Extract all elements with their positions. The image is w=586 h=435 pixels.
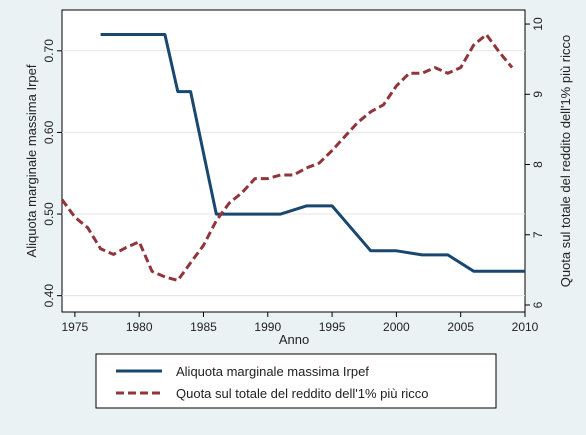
legend-label-quota: Quota sul totale del reddito dell'1% più… xyxy=(176,386,429,401)
x-tick-label-6: 2005 xyxy=(447,320,474,334)
plot-frame xyxy=(61,9,526,313)
y-tick-label-left-3: 0.70 xyxy=(42,39,56,63)
series-line-quota xyxy=(60,33,514,282)
legend-label-aliquota: Aliquota marginale massima Irpef xyxy=(176,364,369,379)
y-tick-label-left-0: 0.40 xyxy=(42,284,56,308)
x-tick-label-5: 2000 xyxy=(383,320,410,334)
y-tick-label-right-4: 10 xyxy=(531,17,545,31)
series-lines xyxy=(60,33,525,282)
x-tick-label-0: 1975 xyxy=(62,320,89,334)
y-tick-label-left-2: 0.60 xyxy=(42,120,56,144)
legend-box xyxy=(95,353,497,409)
x-tick-label-1: 1980 xyxy=(126,320,153,334)
y-axis-title-left: Aliquota marginale massima Irpef xyxy=(24,64,39,257)
x-tick-label-7: 2010 xyxy=(512,320,539,334)
y-tick-label-right-1: 7 xyxy=(531,231,545,238)
y-tick-label-right-2: 8 xyxy=(531,161,545,168)
x-tick-label-2: 1985 xyxy=(190,320,217,334)
y-axis-title-right: Quota sul totale del reddito dell'1% più… xyxy=(558,35,573,288)
y-tick-label-left-1: 0.50 xyxy=(42,202,56,226)
y-tick-label-right-3: 9 xyxy=(531,91,545,98)
x-tick-label-3: 1990 xyxy=(254,320,281,334)
y-tick-label-right-0: 6 xyxy=(531,301,545,308)
axes: 0.40 0.50 0.60 0.70 6 7 8 9 10 1975 1980 1985 1990 19… xyxy=(42,17,545,334)
series-line-aliquota xyxy=(100,33,525,273)
x-axis-title: Anno xyxy=(279,332,309,347)
x-tick-label-4: 1995 xyxy=(319,320,346,334)
gridlines xyxy=(62,50,525,297)
